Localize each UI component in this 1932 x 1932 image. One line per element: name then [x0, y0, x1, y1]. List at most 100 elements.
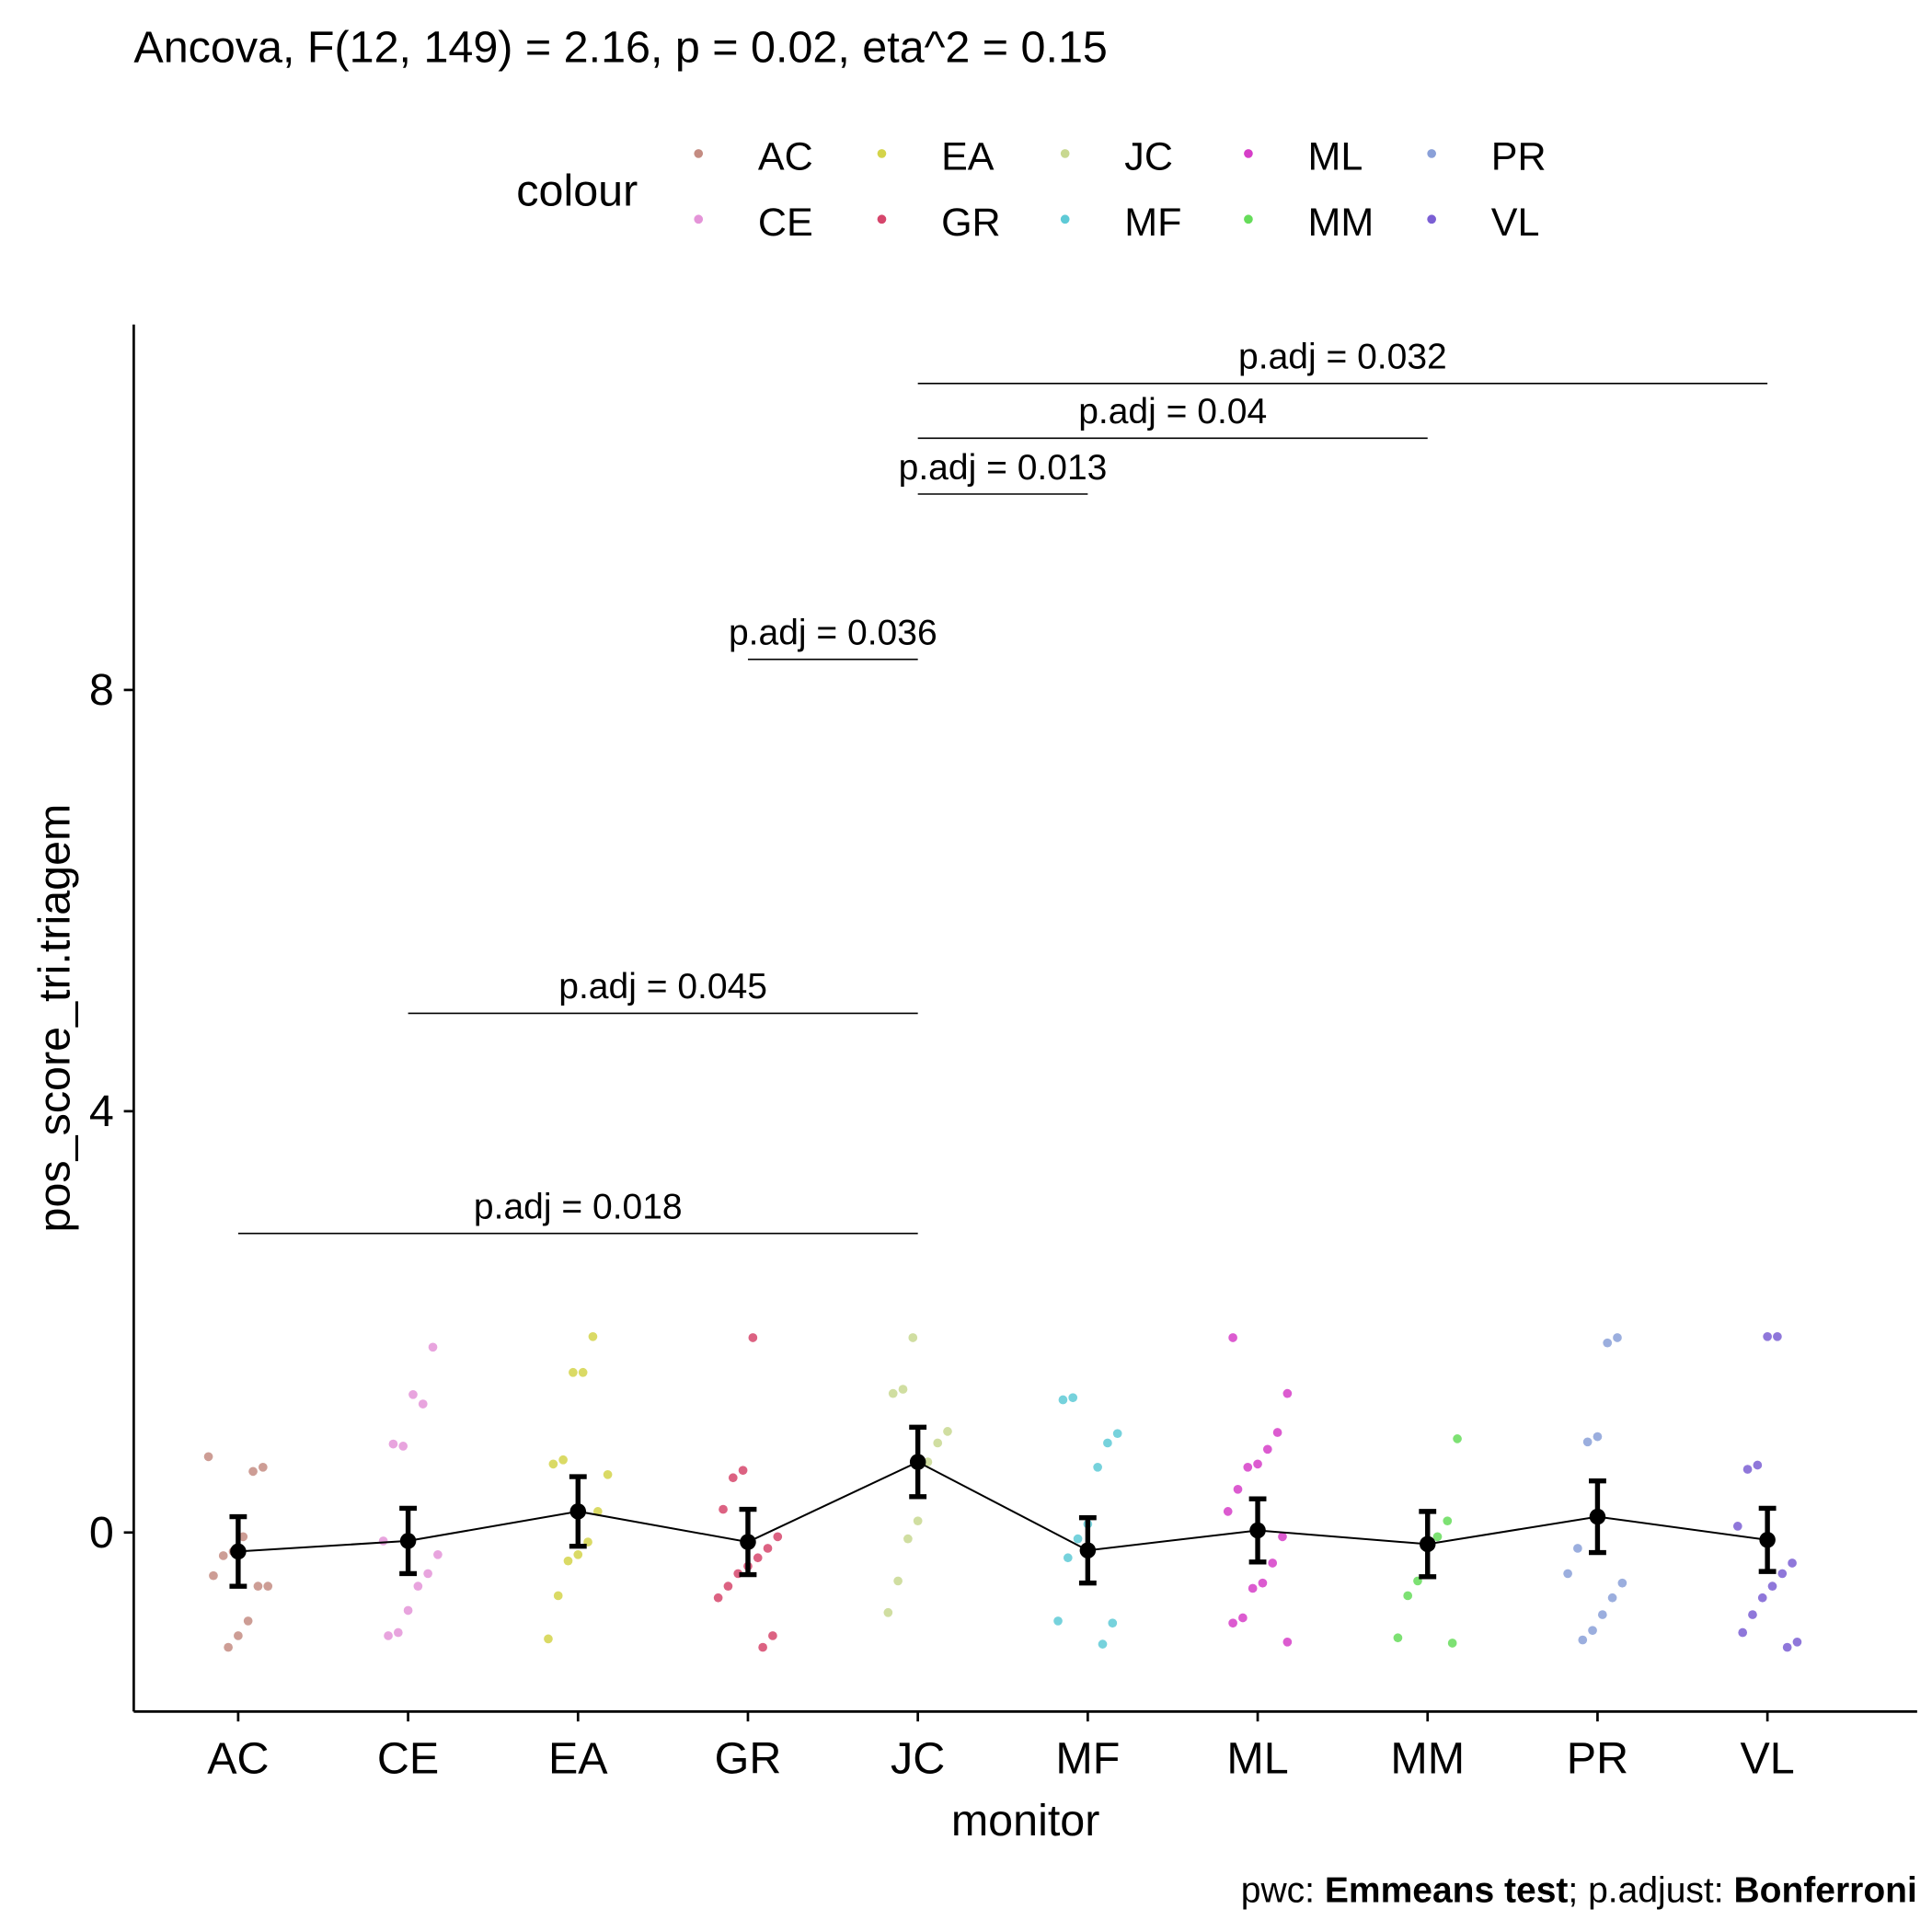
point — [1243, 1462, 1253, 1472]
point — [378, 1536, 388, 1546]
legend-marker — [1060, 149, 1070, 158]
point — [1573, 1544, 1582, 1553]
point — [408, 1389, 418, 1399]
point — [1282, 1637, 1293, 1647]
point — [1613, 1333, 1622, 1342]
y-tick-label: 0 — [89, 1508, 114, 1558]
point — [908, 1333, 918, 1342]
mean-point — [399, 1533, 417, 1549]
point — [558, 1455, 568, 1465]
point — [768, 1631, 777, 1640]
point — [1282, 1388, 1293, 1398]
mean-line — [237, 1460, 1768, 1553]
legend-marker — [1427, 214, 1436, 224]
legend-marker — [1427, 149, 1436, 158]
y-axis-title: pos_score_tri.triagem — [29, 804, 79, 1233]
point — [1223, 1507, 1233, 1516]
caption-part: Emmeans test — [1325, 1871, 1569, 1911]
point — [1278, 1532, 1287, 1542]
point — [1767, 1581, 1777, 1592]
point — [763, 1544, 773, 1553]
legend-label: EA — [941, 134, 995, 178]
legend-marker — [1244, 214, 1253, 224]
point — [428, 1342, 438, 1352]
point — [1262, 1444, 1272, 1455]
caption-part: ; p.adjust: — [1568, 1871, 1733, 1911]
legend-marker — [1060, 214, 1070, 224]
mean-point — [1589, 1508, 1606, 1525]
point — [1058, 1395, 1068, 1405]
legend-marker — [877, 149, 887, 158]
chart-title: Ancova, F(12, 149) = 2.16, p = 0.02, eta… — [133, 22, 1107, 72]
point — [563, 1556, 573, 1566]
point — [1757, 1593, 1767, 1603]
point — [1753, 1460, 1763, 1470]
point — [253, 1581, 263, 1592]
point — [1453, 1434, 1462, 1443]
mean-point — [909, 1454, 926, 1470]
point — [603, 1469, 613, 1479]
point — [728, 1473, 738, 1483]
point — [1432, 1532, 1443, 1542]
point — [384, 1631, 393, 1640]
mean-point — [230, 1543, 247, 1560]
point — [1098, 1639, 1108, 1649]
point — [1563, 1569, 1572, 1579]
x-tick-label: EA — [548, 1734, 608, 1784]
y-tick-label: 4 — [89, 1087, 114, 1136]
point — [388, 1439, 398, 1449]
point — [1443, 1516, 1453, 1526]
x-tick-label: MF — [1055, 1734, 1120, 1784]
point — [1603, 1338, 1613, 1348]
mean-point — [1249, 1522, 1266, 1539]
mean-point — [1079, 1542, 1097, 1558]
point — [1248, 1583, 1258, 1593]
x-tick-label: PR — [1567, 1734, 1628, 1784]
legend-marker — [694, 149, 704, 158]
x-tick-label: GR — [715, 1734, 782, 1784]
point — [1792, 1637, 1802, 1647]
x-tick-label: VL — [1740, 1734, 1794, 1784]
x-tick-label: JC — [891, 1734, 945, 1784]
point — [1777, 1569, 1788, 1579]
point — [1053, 1616, 1063, 1626]
point — [893, 1576, 903, 1586]
point — [1228, 1333, 1237, 1342]
point — [209, 1570, 218, 1581]
x-tick-label: CE — [377, 1734, 439, 1784]
point — [418, 1399, 428, 1409]
point — [1763, 1331, 1772, 1341]
point — [553, 1591, 563, 1601]
point — [903, 1534, 913, 1544]
point — [753, 1553, 763, 1563]
point — [1258, 1578, 1268, 1588]
mean-point — [740, 1534, 756, 1550]
point — [1068, 1393, 1078, 1403]
point — [1447, 1639, 1457, 1648]
point — [758, 1642, 767, 1652]
point — [248, 1466, 258, 1477]
point — [913, 1516, 923, 1526]
point — [898, 1385, 908, 1394]
legend-label: ML — [1308, 134, 1363, 178]
point — [1093, 1462, 1102, 1472]
point — [238, 1532, 248, 1542]
point — [578, 1367, 588, 1377]
point — [883, 1607, 893, 1617]
point — [773, 1532, 783, 1542]
point — [1738, 1627, 1748, 1638]
point — [1773, 1331, 1782, 1341]
point — [413, 1581, 423, 1592]
point — [1788, 1558, 1797, 1568]
point — [243, 1616, 253, 1626]
point — [888, 1388, 898, 1398]
point — [1253, 1459, 1262, 1469]
mean-point — [1419, 1535, 1436, 1553]
legend-marker — [694, 214, 704, 224]
point — [423, 1569, 432, 1579]
x-tick-label: ML — [1226, 1734, 1288, 1784]
legend-label: AC — [758, 134, 813, 178]
legend-label: VL — [1491, 201, 1540, 245]
point — [1588, 1626, 1597, 1636]
